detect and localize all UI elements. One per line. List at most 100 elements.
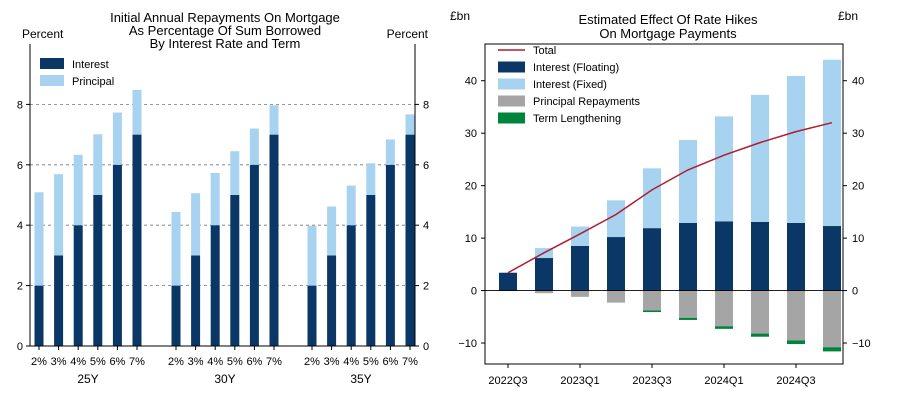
legend-label: Interest (Fixed) [533, 79, 607, 91]
x-tick-label: 2024Q1 [704, 375, 743, 387]
y-tick-label-right: 30 [852, 128, 864, 140]
bar-principal-25Y-4pct [73, 154, 83, 226]
bar-interest-30Y-4pct [210, 225, 220, 346]
legend-label: Principal [72, 76, 114, 88]
bar-principal-25Y-7pct [132, 89, 142, 135]
x-tick-label: 3% [51, 356, 67, 368]
chart-title-line: Initial Annual Repayments On Mortgage [110, 10, 340, 25]
legend-swatch [498, 112, 525, 124]
bar-principal-35Y-4pct [346, 185, 356, 226]
bar-interest-35Y-2pct [307, 285, 317, 346]
x-tick-label: 5% [363, 356, 379, 368]
x-tick-label: 5% [90, 356, 106, 368]
x-tick-label: 5% [227, 356, 243, 368]
bar-interest-25Y-4pct [73, 225, 83, 346]
bar-interest-30Y-7pct [269, 134, 279, 346]
y-tick-label-left: 0 [17, 341, 23, 353]
bar-principal-repayments-2022Q4 [535, 290, 553, 294]
total-line [507, 121, 833, 274]
x-tick-label: 2023Q1 [560, 375, 599, 387]
y-tick-label-left: 4 [17, 220, 23, 232]
x-tick-label: 4% [70, 356, 86, 368]
chart-title-line: Estimated Effect Of Rate Hikes [579, 12, 758, 27]
bar-term-lengthening-2024Q4 [823, 347, 841, 352]
bar-interest-35Y-6pct [385, 164, 395, 346]
bar-interest-floating-2023Q2 [607, 237, 625, 291]
bar-interest-fixed-2024Q4 [823, 59, 841, 227]
legend-swatch [498, 95, 525, 107]
bar-interest-fixed-2023Q2 [607, 200, 625, 238]
bar-principal-25Y-2pct [34, 192, 44, 286]
y-tick-label-left: 8 [17, 99, 23, 111]
x-tick-label: 2024Q3 [776, 375, 815, 387]
bar-interest-fixed-2024Q3 [787, 76, 805, 223]
bar-interest-floating-2023Q1 [571, 245, 589, 291]
bar-interest-30Y-2pct [171, 285, 181, 346]
y-tick-label-left: 6 [17, 160, 23, 172]
legend-label: Principal Repayments [533, 96, 640, 108]
x-tick-label: 7% [129, 356, 145, 368]
legend-label: Interest [72, 59, 109, 71]
legend-swatch [40, 75, 64, 86]
bar-interest-25Y-6pct [112, 164, 122, 346]
chart-title-line: On Mortgage Payments [599, 26, 737, 41]
bar-term-lengthening-2023Q4 [679, 317, 697, 320]
bar-interest-25Y-3pct [54, 255, 64, 346]
bar-principal-30Y-4pct [210, 172, 220, 226]
x-tick-label: 2% [31, 356, 47, 368]
bar-principal-repayments-2024Q2 [751, 290, 769, 334]
x-tick-label: 4% [343, 356, 359, 368]
x-tick-label: 2% [304, 356, 320, 368]
bar-interest-floating-2024Q3 [787, 222, 805, 291]
group-label: 25Y [77, 372, 98, 386]
x-tick-label: 7% [402, 356, 418, 368]
bar-interest-floating-2022Q4 [535, 258, 553, 291]
plot-frame [484, 43, 844, 365]
bar-interest-25Y-2pct [34, 285, 44, 346]
x-tick-label: 2023Q3 [632, 375, 671, 387]
bar-principal-30Y-2pct [171, 211, 181, 286]
y-tick-label-right: 8 [423, 99, 429, 111]
y-axis-label-right: Percent [387, 27, 429, 41]
bar-interest-30Y-6pct [249, 164, 259, 346]
bar-interest-35Y-5pct [366, 195, 376, 346]
y-tick-label-right: 20 [852, 181, 864, 193]
chart-title-line: As Percentage Of Sum Borrowed [129, 23, 321, 38]
bar-principal-25Y-3pct [54, 174, 64, 256]
bar-term-lengthening-2024Q3 [787, 340, 805, 345]
x-tick-label: 6% [246, 356, 262, 368]
bar-principal-35Y-6pct [385, 139, 395, 165]
bar-principal-30Y-7pct [269, 105, 279, 135]
bar-term-lengthening-2024Q2 [751, 333, 769, 337]
bar-interest-floating-2023Q4 [679, 222, 697, 291]
group-label: 35Y [350, 372, 371, 386]
y-tick-label-left: 2 [17, 281, 23, 293]
bar-principal-repayments-2024Q4 [823, 290, 841, 348]
y-tick-label-left: 10 [465, 233, 477, 245]
x-tick-label: 7% [266, 356, 282, 368]
bar-principal-35Y-2pct [307, 225, 317, 286]
y-axis-label-left: £bn [450, 9, 470, 23]
legend-label: Term Lengthening [533, 113, 621, 125]
group-label: 30Y [214, 372, 235, 386]
y-tick-label-left: 20 [465, 181, 477, 193]
bar-interest-fixed-2023Q1 [571, 226, 589, 246]
x-tick-label: 3% [188, 356, 204, 368]
bar-principal-repayments-2023Q4 [679, 290, 697, 318]
y-tick-label-left: −10 [458, 338, 477, 350]
y-tick-label-left: 0 [471, 286, 477, 298]
bar-principal-35Y-7pct [405, 114, 415, 135]
y-tick-label-right: 40 [852, 76, 864, 88]
legend-label: Interest (Floating) [533, 62, 619, 74]
repayments-chart: Initial Annual Repayments On MortgageAs … [17, 10, 429, 386]
bar-interest-floating-2022Q3 [499, 272, 517, 291]
y-axis-label-left: Percent [22, 27, 64, 41]
bar-interest-floating-2024Q4 [823, 226, 841, 291]
bar-interest-floating-2023Q3 [643, 228, 661, 291]
bar-interest-35Y-3pct [327, 255, 337, 346]
y-tick-label-right: 10 [852, 233, 864, 245]
bar-principal-30Y-3pct [191, 193, 201, 256]
x-tick-label: 4% [207, 356, 223, 368]
bar-term-lengthening-2024Q1 [715, 326, 733, 329]
